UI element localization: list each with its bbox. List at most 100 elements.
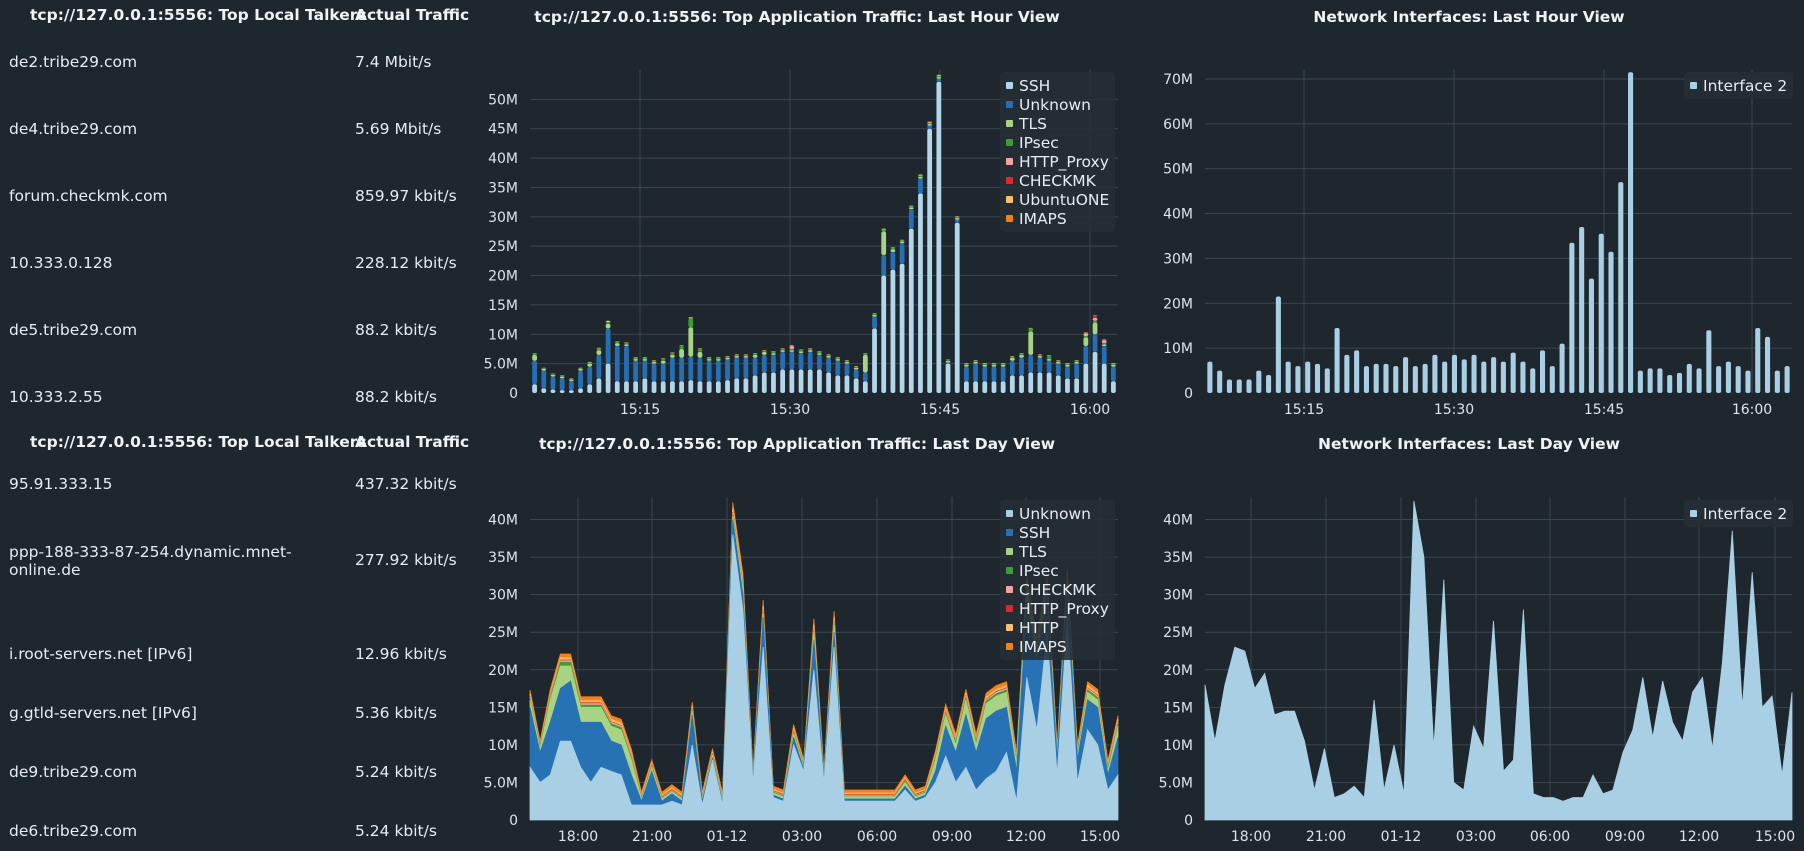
x-tick-label: 15:15 <box>1284 402 1324 418</box>
x-tick-label: 16:00 <box>1070 402 1110 418</box>
legend-item[interactable]: Unknown <box>1006 95 1109 114</box>
bar-segment-interface-2 <box>1442 361 1448 393</box>
bar-segment-ubuntuone <box>568 378 574 379</box>
bar-segment-tls <box>1000 364 1006 367</box>
traffic-value: 5.69 Mbit/s <box>355 120 442 138</box>
bar-segment-ubuntuone <box>1009 356 1015 357</box>
bar-segment-ssh <box>780 369 786 393</box>
x-tick-label: 15:45 <box>920 402 960 418</box>
bar-segment-tls <box>954 217 960 220</box>
legend-item[interactable]: IPsec <box>1006 561 1109 580</box>
legend-item[interactable]: CHECKMK <box>1006 580 1109 599</box>
bar-segment-ipsec <box>853 366 859 368</box>
legend-item[interactable]: TLS <box>1006 114 1109 133</box>
bar-segment-ubuntuone <box>633 357 639 358</box>
legend-item[interactable]: IMAPS <box>1006 209 1109 228</box>
bar-segment-ipsec <box>1083 336 1089 338</box>
bar-segment-tls <box>624 344 629 347</box>
bar-segment-interface-2 <box>1305 361 1311 393</box>
bar-segment-interface-2 <box>1334 327 1340 393</box>
bar-segment-tls <box>927 124 933 126</box>
x-tick-label: 15:45 <box>1584 402 1624 418</box>
bar-segment-ubuntuone <box>1065 363 1070 364</box>
y-tick-label: 30M <box>488 210 518 226</box>
bar-segment-unknown <box>1101 346 1107 364</box>
bar-segment-http_proxy <box>789 346 795 349</box>
bar-segment-ubuntuone <box>660 358 666 359</box>
bar-segment-ssh <box>743 378 749 393</box>
x-tick-label: 15:30 <box>770 402 810 418</box>
bar-segment-interface-2 <box>1275 296 1281 393</box>
legend-item[interactable]: UbuntuONE <box>1006 190 1109 209</box>
bar-segment-unknown <box>1055 363 1061 376</box>
traffic-value: 12.96 kbit/s <box>355 645 447 663</box>
legend-label: HTTP_Proxy <box>1019 152 1109 171</box>
bar-segment-unknown <box>899 243 905 264</box>
bar-segment-ssh <box>633 381 639 393</box>
legend-item[interactable]: Interface 2 <box>1690 76 1787 95</box>
bar-segment-unknown <box>568 381 574 391</box>
x-tick-label: 18:00 <box>558 829 598 845</box>
bar-segment-ubuntuone <box>853 365 859 367</box>
bar-segment-tls <box>1111 364 1116 367</box>
bar-segment-interface-2 <box>1383 363 1389 393</box>
bar-segment-ssh <box>908 228 914 393</box>
bar-segment-ipsec <box>826 354 831 357</box>
bar-segment-tls <box>734 356 740 358</box>
bar-segment-ipsec <box>587 362 593 364</box>
legend-item[interactable]: HTTP_Proxy <box>1006 152 1109 171</box>
bar-segment-interface-2 <box>1461 359 1467 393</box>
legend-item[interactable]: TLS <box>1006 542 1109 561</box>
bar-segment-unknown <box>1083 346 1089 364</box>
legend-label: SSH <box>1019 523 1051 542</box>
legend-item[interactable]: SSH <box>1006 76 1109 95</box>
y-tick-label: 5.0M <box>1159 775 1193 791</box>
bar-segment-interface-2 <box>1755 327 1761 393</box>
legend-item[interactable]: IMAPS <box>1006 637 1109 656</box>
bar-segment-ssh <box>1074 378 1080 393</box>
bar-segment-interface-2 <box>1344 354 1350 393</box>
bar-segment-ssh <box>881 275 887 393</box>
host-name: de2.tribe29.com <box>9 53 138 71</box>
x-tick-label: 06:00 <box>1530 829 1570 845</box>
bar-segment-interface-2 <box>1256 370 1262 393</box>
y-tick-label: 40M <box>1163 513 1193 529</box>
legend-label: Unknown <box>1019 504 1091 523</box>
bar-segment-unknown <box>651 363 657 382</box>
bar-segment-ubuntuone <box>1019 353 1024 354</box>
bar-segment-ipsec <box>945 360 951 361</box>
legend-item[interactable]: Unknown <box>1006 504 1109 523</box>
bar-segment-ubuntuone <box>559 375 565 376</box>
bar-segment-interface-2 <box>1618 182 1624 393</box>
legend-label: TLS <box>1019 114 1047 133</box>
bar-segment-interface-2 <box>1207 361 1213 393</box>
bar-segment-ssh <box>725 380 730 393</box>
bar-segment-unknown <box>964 366 969 382</box>
bar-segment-ubuntuone <box>743 354 749 355</box>
bar-segment-unknown <box>587 366 593 385</box>
y-tick-label: 0 <box>509 386 518 402</box>
bar-segment-ssh <box>927 128 933 393</box>
bar-segment-ssh <box>991 381 997 393</box>
y-tick-label: 15M <box>488 700 518 716</box>
legend-item[interactable]: SSH <box>1006 523 1109 542</box>
y-tick-label: 10M <box>1163 341 1193 357</box>
legend-item[interactable]: CHECKMK <box>1006 171 1109 190</box>
legend-item[interactable]: HTTP_Proxy <box>1006 599 1109 618</box>
bar-segment-tls <box>789 350 795 352</box>
host-name: i.root-servers.net [IPv6] <box>9 645 193 663</box>
legend-item[interactable]: Interface 2 <box>1690 504 1787 523</box>
y-tick-label: 15M <box>1163 700 1193 716</box>
host-name: de4.tribe29.com <box>9 120 138 138</box>
legend-item[interactable]: HTTP <box>1006 618 1109 637</box>
bar-segment-ssh <box>761 372 767 393</box>
legend-swatch <box>1006 101 1013 108</box>
bar-segment-ipsec <box>936 75 942 78</box>
bar-segment-interface-2 <box>1422 363 1428 393</box>
legend-item[interactable]: IPsec <box>1006 133 1109 152</box>
host-name: de5.tribe29.com <box>9 321 138 339</box>
bar-segment-ubuntuone <box>1037 354 1043 355</box>
bar-segment-tls <box>1009 357 1015 361</box>
legend-label: IPsec <box>1019 133 1059 152</box>
